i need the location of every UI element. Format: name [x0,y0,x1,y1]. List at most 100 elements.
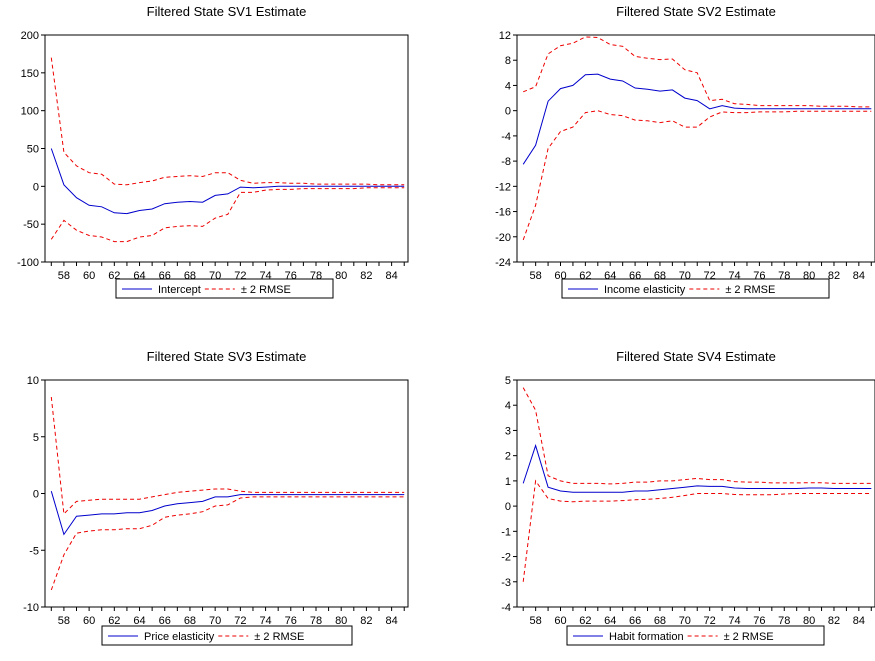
y-tick-label: -100 [17,257,39,269]
y-tick-label: -8 [501,156,511,168]
plot-frame [516,34,875,263]
series-lower-band-line [522,110,872,241]
x-tick-label: 58 [530,270,542,282]
series-estimate-line [522,443,872,493]
chart-panel-sv2: Filtered State SV2 Estimate -24 -20 -16 -12 -… [495,4,875,299]
x-tick-label: 72 [704,615,716,627]
chart-title: Filtered State SV3 Estimate [147,349,307,364]
y-tick-label: -10 [23,602,39,614]
y-tick-label: 3 [505,425,511,437]
x-tick-label: 80 [803,615,815,627]
legend-label: Price elasticity [144,631,215,643]
x-tick-label: 58 [58,270,70,282]
x-tick-label: 64 [133,615,145,627]
series-lower-band-line [50,187,405,243]
x-tick-label: 60 [83,615,95,627]
y-tick-label: 10 [27,375,39,387]
y-tick-label: 50 [27,144,39,156]
chart-panel-sv3: Filtered State SV3 Estimate -10 -5 0 5 10 58 60… [23,349,409,646]
y-tick-label: -12 [495,181,511,193]
chart-title: Filtered State SV4 Estimate [616,349,776,364]
y-tick-label: -20 [495,232,511,244]
chart-title: Filtered State SV2 Estimate [616,4,776,19]
series-estimate-line [50,148,405,215]
legend: Price elasticity ± 2 RMSE [101,625,353,646]
x-tick-label: 64 [604,615,616,627]
legend-label: ± 2 RMSE [241,284,291,296]
legend-box [561,278,830,299]
x-tick-label: 70 [679,615,691,627]
y-tick-label: 5 [505,375,511,387]
plot-frame [516,379,875,608]
x-tick-label: 58 [530,615,542,627]
x-tick-label: 66 [159,615,171,627]
x-tick-label: 82 [360,270,372,282]
x-tick-label: 76 [753,615,765,627]
series-upper-band-line [50,396,405,515]
x-tick-label: 76 [285,615,297,627]
x-tick-label: 68 [184,615,196,627]
series-estimate-line [522,73,872,165]
legend: Intercept ± 2 RMSE [115,278,334,299]
legend-label: Intercept [158,284,201,296]
y-tick-label: 5 [33,432,39,444]
x-tick-label: 84 [853,270,865,282]
y-tick-label: -3 [501,577,511,589]
y-tick-label: -16 [495,207,511,219]
legend: Habit formation ± 2 RMSE [566,625,825,646]
y-tick-label: 100 [21,106,39,118]
legend-box [115,278,334,299]
series-upper-band-line [50,57,405,186]
x-tick-label: 78 [778,615,790,627]
x-tick-label: 82 [828,270,840,282]
y-tick-label: 4 [505,400,511,412]
x-tick-label: 66 [629,615,641,627]
series-upper-band-line [522,387,872,485]
x-tick-label: 60 [554,615,566,627]
x-tick-label: 84 [385,615,397,627]
series-upper-band-line [523,36,872,108]
y-tick-label: 0 [33,181,39,193]
x-tick-label: 82 [828,615,840,627]
series-estimate-line [50,491,405,536]
x-tick-label: 80 [335,270,347,282]
y-tick-label: -4 [501,131,511,143]
chart-panel-sv4: Filtered State SV4 Estimate -4 -3 -2 -1 0 1 2 3 4… [501,349,875,646]
y-tick-label: -1 [501,526,511,538]
x-tick-label: 70 [209,615,221,627]
y-tick-label: 4 [505,80,511,92]
y-tick-label: 12 [499,30,511,42]
y-tick-label: 200 [21,30,39,42]
x-tick-label: 58 [58,615,70,627]
legend-label: Habit formation [609,631,684,643]
series-lower-band-line [50,496,405,591]
x-tick-label: 84 [385,270,397,282]
x-tick-label: 62 [108,615,120,627]
y-tick-label: 0 [33,489,39,501]
y-tick-label: -24 [495,257,511,269]
y-tick-label: 0 [505,501,511,513]
x-tick-label: 78 [310,615,322,627]
x-tick-label: 74 [259,615,271,627]
x-tick-label: 62 [579,615,591,627]
y-tick-label: 1 [505,476,511,488]
y-tick-label: 0 [505,106,511,118]
legend-label: ± 2 RMSE [254,631,304,643]
y-tick-label: -2 [501,552,511,564]
series-lower-band-line [522,479,872,582]
y-tick-label: 150 [21,68,39,80]
plot-frame [44,34,409,263]
x-tick-label: 60 [83,270,95,282]
x-tick-label: 84 [853,615,865,627]
legend: Income elasticity ± 2 RMSE [561,278,830,299]
legend-label: Income elasticity [604,284,686,296]
x-tick-label: 80 [335,615,347,627]
y-tick-label: 8 [505,55,511,67]
plot-frame [44,379,409,608]
x-tick-label: 72 [234,615,246,627]
y-tick-label: -50 [23,219,39,231]
legend-label: ± 2 RMSE [725,284,775,296]
y-tick-label: 2 [505,451,511,463]
chart-title: Filtered State SV1 Estimate [147,4,307,19]
